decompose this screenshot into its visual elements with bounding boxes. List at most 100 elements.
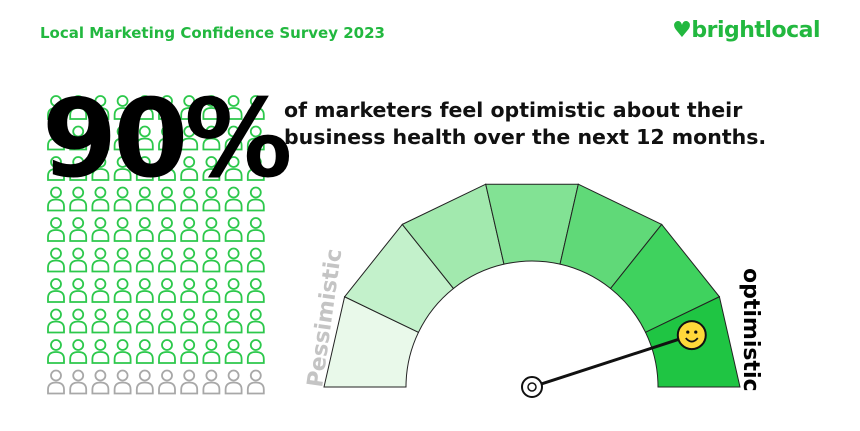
icon-body (224, 351, 243, 364)
icon-head (205, 369, 218, 382)
icon-head (138, 217, 151, 229)
person-icon (224, 339, 243, 364)
icon-body (224, 107, 243, 120)
icon-head (50, 278, 62, 290)
person-icon (69, 278, 88, 303)
icon-body (202, 168, 221, 181)
icon-head (161, 339, 173, 351)
icon-body (224, 320, 243, 334)
icon-head (249, 217, 262, 229)
logo-heart: ♥ (672, 18, 692, 43)
person-icon (180, 125, 199, 151)
icon-body (224, 137, 243, 151)
person-icon (135, 278, 154, 303)
icon-head (94, 95, 107, 107)
icon-body (135, 351, 154, 364)
icon-head (72, 247, 85, 260)
person-icon (158, 217, 176, 242)
person-icon (91, 278, 110, 303)
icon-body (69, 381, 88, 395)
icon-head (227, 247, 240, 260)
icon-head (50, 369, 62, 382)
person-icon (202, 186, 221, 212)
icon-head (94, 125, 107, 138)
icon-head (161, 308, 173, 321)
icon-body (91, 107, 110, 120)
icon-body (47, 229, 65, 242)
icon-head (138, 278, 151, 290)
icon-head (161, 369, 173, 382)
survey-title: Local Marketing Confidence Survey 2023 (40, 24, 385, 42)
icon-head (116, 156, 129, 168)
icon-head (116, 278, 129, 290)
icon-body (246, 351, 265, 364)
icon-head (116, 125, 129, 138)
icon-body (47, 259, 65, 273)
subtitle: of marketers feel optimistic about their… (284, 98, 767, 149)
person-icon (158, 369, 176, 395)
icon-body (224, 198, 243, 212)
person-icon (69, 247, 88, 273)
person-icon (224, 125, 243, 151)
icon-body (202, 351, 221, 364)
icon-body (246, 107, 265, 120)
icon-body (158, 107, 176, 120)
icon-body (135, 320, 154, 334)
icon-body (113, 137, 132, 151)
icon-head (205, 339, 218, 351)
icon-head (249, 186, 262, 199)
person-icon (135, 95, 154, 120)
person-icon (135, 186, 154, 212)
icon-head (183, 186, 196, 199)
icon-head (138, 369, 151, 382)
icon-head (72, 186, 85, 199)
icon-body (158, 381, 176, 395)
person-icon (246, 339, 265, 364)
icon-body (202, 198, 221, 212)
person-icon (69, 339, 88, 364)
person-icon (47, 186, 65, 212)
icon-head (72, 95, 85, 107)
icon-body (180, 168, 199, 181)
icon-body (91, 198, 110, 212)
icon-body (180, 259, 199, 273)
person-icon (47, 308, 65, 334)
person-icon (180, 217, 199, 242)
person-icon (202, 217, 221, 242)
icon-head (138, 339, 151, 351)
icon-head (50, 308, 62, 321)
person-icon (113, 125, 132, 151)
icon-body (180, 320, 199, 334)
icon-body (91, 259, 110, 273)
icon-head (183, 308, 196, 321)
person-icon (47, 278, 65, 303)
icon-body (47, 320, 65, 334)
person-icon (113, 156, 132, 181)
person-icon (224, 308, 243, 334)
icon-body (47, 351, 65, 364)
big-stat: 90% (42, 77, 289, 202)
person-icon (47, 339, 65, 364)
icon-head (72, 369, 85, 382)
icon-body (158, 259, 176, 273)
icon-head (50, 339, 62, 351)
person-icon (47, 156, 65, 181)
icon-head (72, 156, 85, 168)
person-icon (180, 308, 199, 334)
icon-head (249, 125, 262, 138)
max-label: optimistic (738, 268, 763, 392)
icon-body (158, 137, 176, 151)
icon-head (205, 95, 218, 107)
icon-head (50, 247, 62, 260)
person-icon (158, 278, 176, 303)
person-icon (113, 308, 132, 334)
person-icon (180, 156, 199, 181)
icon-body (113, 320, 132, 334)
icon-body (202, 290, 221, 303)
icon-body (113, 290, 132, 303)
icon-body (91, 320, 110, 334)
icon-body (113, 229, 132, 242)
person-icon (180, 278, 199, 303)
person-icon (113, 369, 132, 395)
person-icon (113, 339, 132, 364)
